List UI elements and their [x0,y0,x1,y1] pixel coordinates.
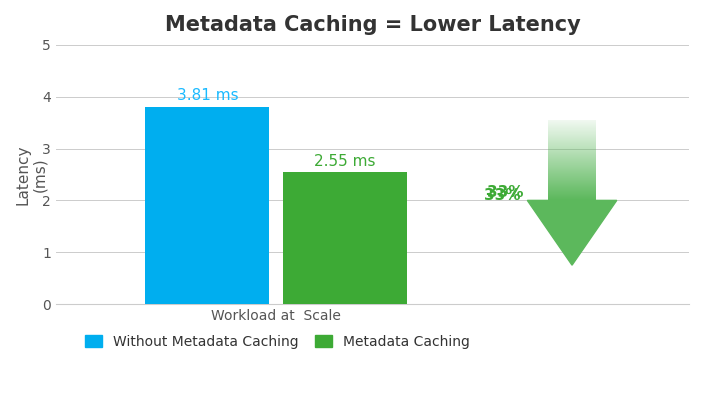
Bar [548,142,596,143]
Bar [548,180,596,181]
Bar [548,158,596,159]
Bar [548,184,596,185]
Bar [548,176,596,177]
Bar [548,133,596,134]
Bar [548,198,596,199]
Bar [548,141,596,142]
Polygon shape [527,200,617,265]
Bar [548,193,596,194]
Bar [548,146,596,147]
Title: Metadata Caching = Lower Latency: Metadata Caching = Lower Latency [165,15,580,35]
Legend: Without Metadata Caching, Metadata Caching: Without Metadata Caching, Metadata Cachi… [80,329,475,354]
Bar [548,156,596,157]
Bar [548,155,596,156]
Bar [548,164,596,165]
Bar [548,152,596,153]
Bar [548,183,596,184]
Bar [548,147,596,148]
Bar [548,166,596,167]
Bar [146,107,270,304]
Bar [548,195,596,196]
Bar [548,132,596,133]
Bar [548,171,596,172]
Bar [548,136,596,137]
Bar [548,145,596,146]
Bar [548,139,596,140]
Bar [548,174,596,175]
Bar [548,143,596,144]
Text: 33%: 33% [484,188,520,202]
Bar [548,165,596,166]
Bar [548,161,596,162]
Bar [548,197,596,198]
Bar [548,159,596,160]
Bar [548,160,596,161]
Bar [548,170,596,171]
Bar [548,135,596,136]
Bar [548,122,596,123]
Bar [548,179,596,180]
Text: 3.81 ms: 3.81 ms [177,88,238,103]
Text: 33% Lower Latency: 33% Lower Latency [374,185,524,200]
Bar [548,192,596,193]
Bar [548,191,596,192]
Bar [548,169,596,170]
Bar [548,120,596,121]
Bar [548,173,596,174]
Text: 2.55 ms: 2.55 ms [314,154,376,169]
Bar [548,167,596,168]
Bar [548,138,596,139]
Bar [548,153,596,154]
Bar [548,144,596,145]
Bar [548,128,596,129]
Bar [548,137,596,138]
Bar [548,163,596,164]
Bar [548,124,596,125]
Bar [548,150,596,151]
Bar [548,185,596,186]
Y-axis label: Latency
(ms): Latency (ms) [15,144,47,205]
Bar [548,126,596,127]
Bar [548,129,596,130]
Bar [548,134,596,135]
Bar [548,175,596,176]
Bar [548,149,596,150]
Bar [548,168,596,169]
Bar [548,162,596,163]
Bar [283,172,407,304]
Bar [548,186,596,188]
Bar [548,178,596,179]
Bar [548,157,596,158]
Bar [548,199,596,200]
Bar [548,182,596,183]
Bar [548,123,596,124]
Bar [548,131,596,132]
Bar [548,140,596,141]
Text: 33% Lower Latency: 33% Lower Latency [370,188,520,202]
Bar [548,154,596,155]
Bar [548,125,596,126]
Bar [548,121,596,122]
Bar [548,177,596,178]
Bar [548,181,596,182]
Bar [548,130,596,131]
Text: 33%: 33% [487,185,524,200]
Bar [548,189,596,190]
Bar [548,148,596,149]
Bar [548,194,596,195]
Bar [548,196,596,197]
Bar [548,151,596,152]
Bar [548,190,596,191]
Bar [548,172,596,173]
Bar [548,188,596,189]
Bar [548,127,596,128]
